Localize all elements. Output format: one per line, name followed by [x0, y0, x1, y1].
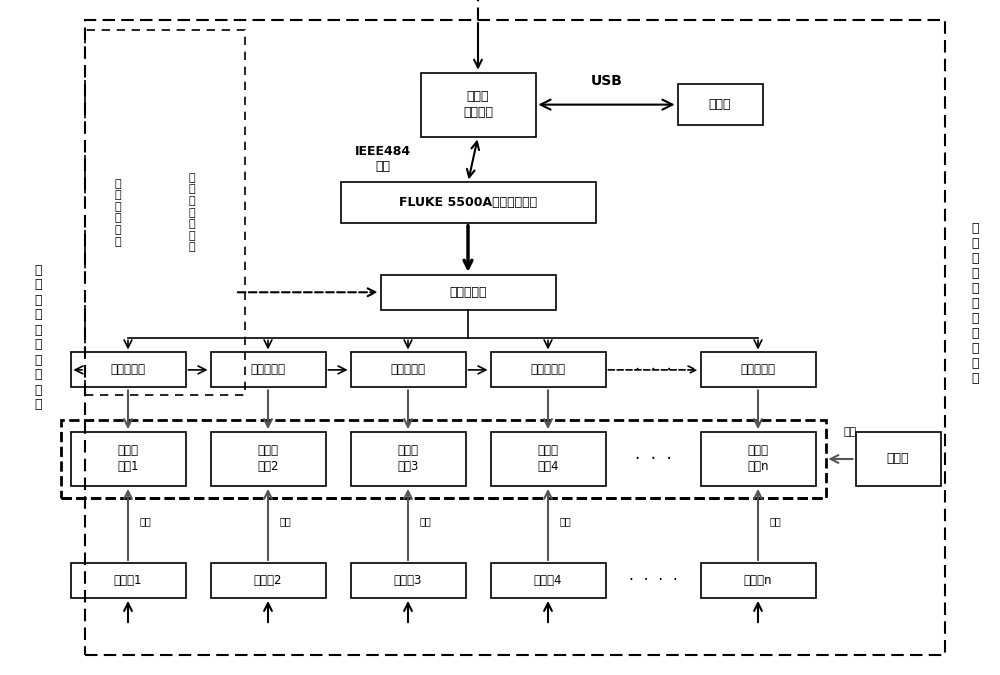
- Bar: [85, 20, 945, 655]
- Text: 机械手1: 机械手1: [114, 574, 142, 587]
- Bar: [420, 73, 536, 136]
- Bar: [678, 84, 763, 125]
- Bar: [856, 432, 940, 486]
- Text: 接线控制盒: 接线控制盒: [110, 363, 146, 377]
- Bar: [70, 563, 186, 598]
- Bar: [211, 352, 326, 387]
- Text: ·  ·  ·: · · ·: [635, 361, 671, 379]
- Text: 被
检
表
选
择
命
令: 被 检 表 选 择 命 令: [189, 173, 195, 252]
- Text: 接线控制盒: 接线控制盒: [530, 363, 566, 377]
- Bar: [700, 352, 816, 387]
- Bar: [211, 563, 326, 598]
- Text: 数字多
用表3: 数字多 用表3: [397, 445, 419, 473]
- Bar: [70, 352, 186, 387]
- Text: 顺序控制盒: 顺序控制盒: [449, 286, 487, 299]
- Text: ·  ·  ·  ·: · · · ·: [629, 573, 677, 588]
- Text: 机械手4: 机械手4: [534, 574, 562, 587]
- Text: 数字多
用表n: 数字多 用表n: [747, 445, 769, 473]
- Text: 打转: 打转: [420, 516, 432, 526]
- Text: 机械手2: 机械手2: [254, 574, 282, 587]
- Text: 数字多
用表2: 数字多 用表2: [257, 445, 279, 473]
- Text: 打转: 打转: [770, 516, 782, 526]
- Text: 机械手3: 机械手3: [394, 574, 422, 587]
- Text: 原
始
数
据
存
储
与
值
的
提
取: 原 始 数 据 存 储 与 值 的 提 取: [971, 222, 979, 385]
- Text: 打转: 打转: [140, 516, 152, 526]
- Bar: [61, 420, 826, 498]
- Bar: [700, 432, 816, 486]
- Text: ·  ·  ·: · · ·: [635, 450, 671, 468]
- Bar: [491, 563, 606, 598]
- Text: 功
能
接
线
选
择: 功 能 接 线 选 择: [115, 179, 121, 246]
- Bar: [211, 432, 326, 486]
- Bar: [700, 563, 816, 598]
- Bar: [381, 275, 556, 310]
- Bar: [351, 432, 466, 486]
- Bar: [351, 563, 466, 598]
- Text: 机械手n: 机械手n: [744, 574, 772, 587]
- Text: FLUKE 5500A多功能校准仪: FLUKE 5500A多功能校准仪: [399, 196, 537, 209]
- Bar: [491, 352, 606, 387]
- Text: 拍照: 拍照: [844, 427, 857, 437]
- Bar: [70, 432, 186, 486]
- Text: 打转: 打转: [560, 516, 572, 526]
- Bar: [340, 182, 596, 223]
- Text: 接线控制盒: 接线控制盒: [740, 363, 776, 377]
- Text: 数字多
用表4: 数字多 用表4: [537, 445, 559, 473]
- Text: 打转: 打转: [280, 516, 292, 526]
- Text: 摄像头: 摄像头: [887, 452, 909, 466]
- Text: 接线控制盒: 接线控制盒: [250, 363, 286, 377]
- Text: 步
进
电
机
旋
转
角
度
控
制: 步 进 电 机 旋 转 角 度 控 制: [34, 263, 42, 412]
- Text: 接线控制盒: 接线控制盒: [390, 363, 426, 377]
- Text: 计算机
控制软件: 计算机 控制软件: [463, 90, 493, 119]
- Bar: [351, 352, 466, 387]
- Text: IEEE484
总线: IEEE484 总线: [355, 146, 411, 173]
- Bar: [85, 30, 245, 395]
- Text: USB: USB: [591, 74, 622, 88]
- Bar: [491, 432, 606, 486]
- Text: 打印机: 打印机: [709, 98, 731, 111]
- Text: 数字多
用表1: 数字多 用表1: [117, 445, 139, 473]
